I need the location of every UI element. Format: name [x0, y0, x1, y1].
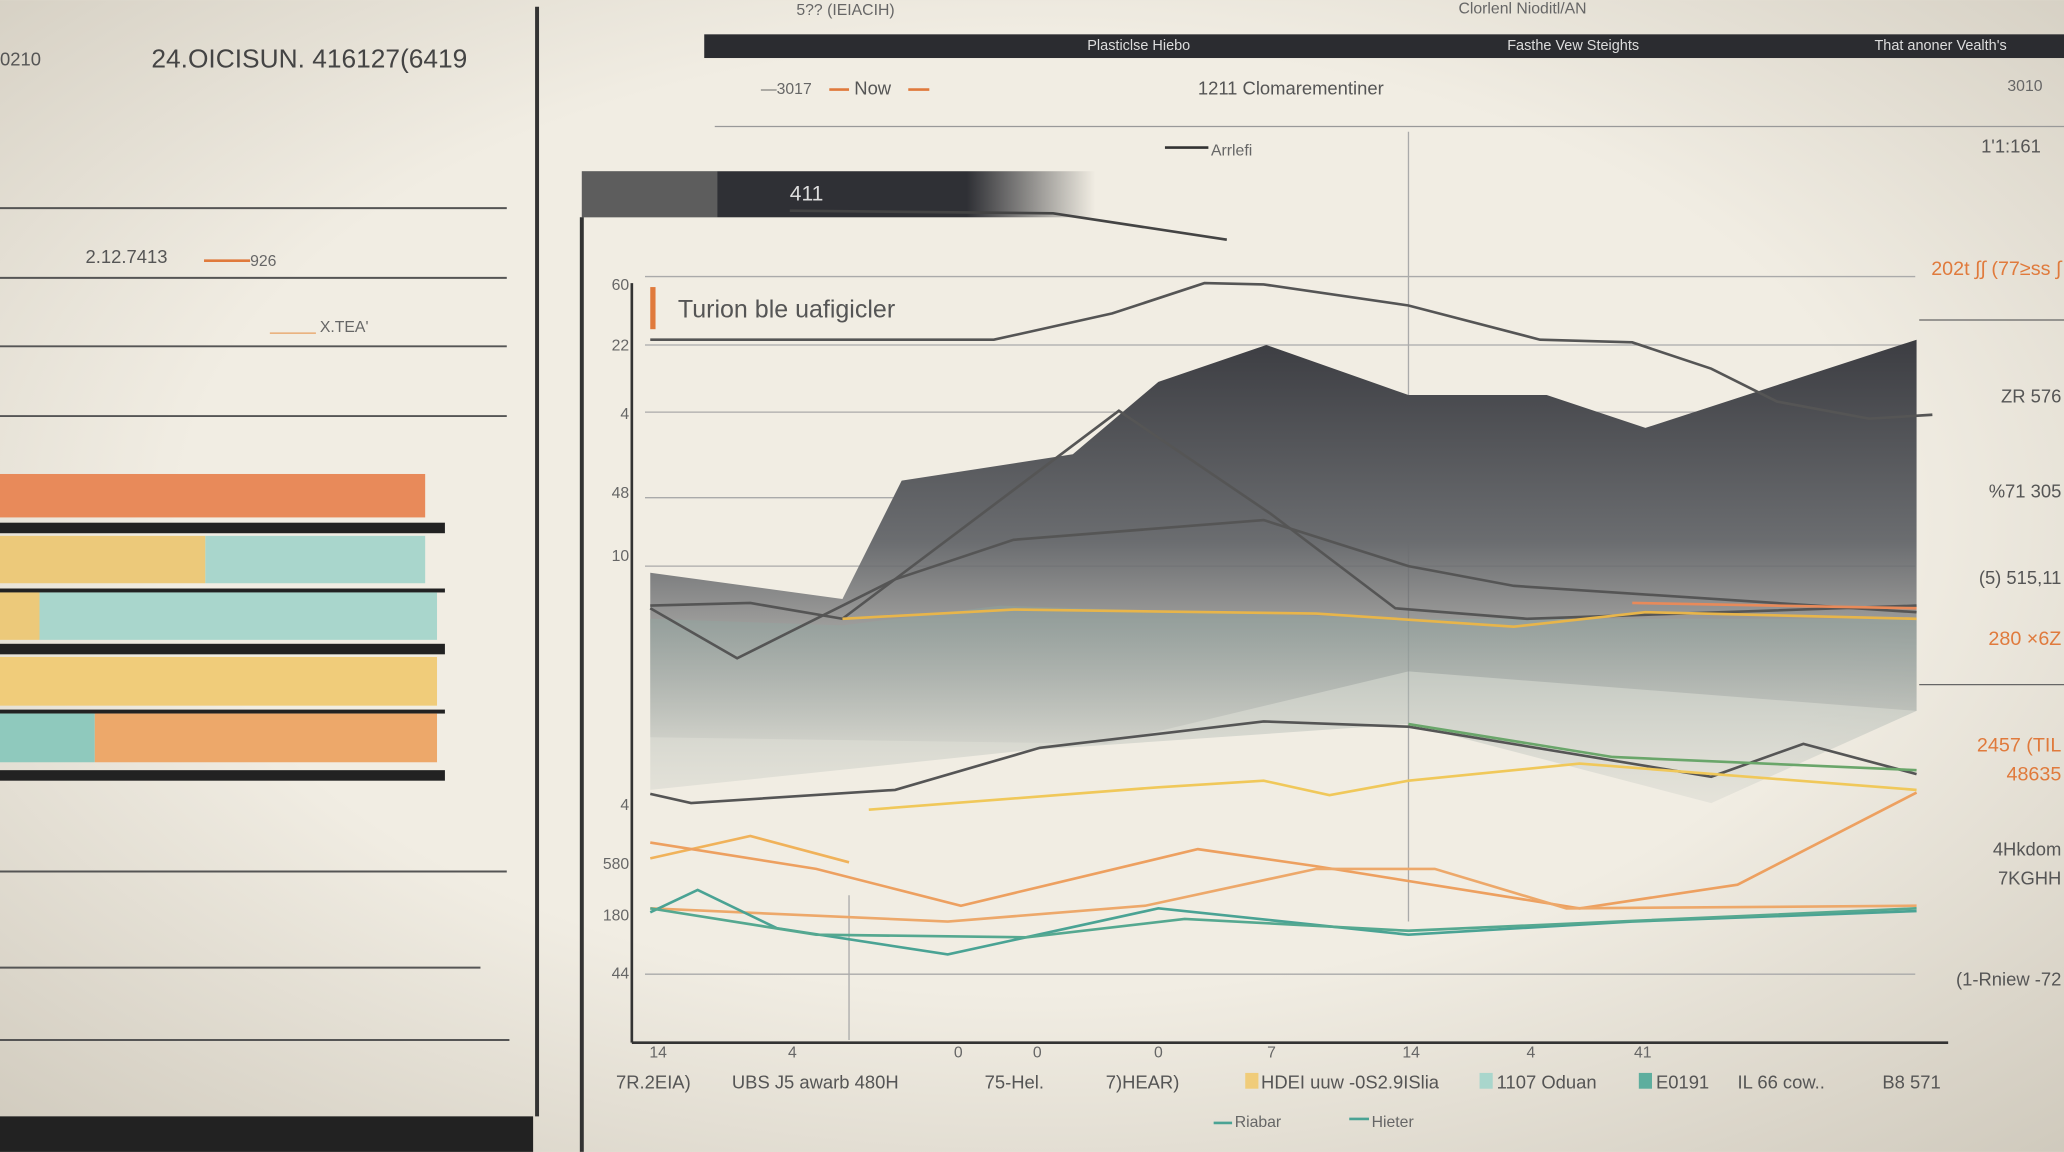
y-tick-label: 48 [612, 485, 630, 502]
right-item: 202t ∫∫ (77≥ss ∫ [1931, 258, 2063, 280]
top-right: 3010 [2007, 78, 2042, 95]
right-top: 1'1:161 [1981, 135, 2041, 156]
legend-entry: 7R.2EIA) [616, 1071, 691, 1092]
note: X.TEA' [320, 319, 369, 336]
legend-entry: IL 66 cow.. [1738, 1071, 1825, 1092]
legend-entry: —3017 [761, 81, 812, 98]
x-tick-label: 14 [1402, 1044, 1420, 1061]
legend-entry: B8 571 [1882, 1071, 1940, 1092]
right-panel [1919, 319, 2064, 686]
right-item: (5) 515,11 [1979, 567, 2062, 588]
date: 2.12.7413 [86, 246, 168, 267]
x-tick-label: 14 [649, 1044, 667, 1061]
code: 0210 [0, 49, 41, 70]
right-item: 2457 (TIL [1977, 735, 2061, 757]
chart: 411 Arrlefi Turion ble uafigicler [579, 131, 1949, 1152]
legend-entry: E0191 [1656, 1071, 1709, 1092]
y-tick-label: 580 [603, 856, 630, 873]
tab: Plasticlse Hiebo [1087, 38, 1190, 54]
chart-title: Turion ble uafigicler [678, 295, 895, 323]
top-left: 5?? (IEIACIH) [796, 2, 894, 19]
left-panel: 0210 24.OICISUN. 416127(6419 2.12.7413 9… [0, 6, 540, 1152]
y-tick-label: 4 [620, 406, 629, 423]
tab: That anoner Vealth's [1874, 38, 2006, 54]
y-tick-label: 4 [620, 797, 629, 814]
right-item: (1-Rniew -72 [1956, 969, 2061, 990]
series-label: Arrlefi [1211, 143, 1252, 160]
legend-entry: HDEI uuw -0S2.9ISlia [1261, 1071, 1440, 1092]
y-tick-label: 44 [612, 965, 630, 982]
value: 926 [250, 253, 277, 270]
right-item: 48635 [2006, 764, 2061, 786]
x-tick-label: 41 [1634, 1044, 1652, 1061]
legend-entry: Now [854, 77, 892, 98]
subtitle: 1211 Clomarementiner [1198, 77, 1384, 98]
tab-label: 411 [790, 182, 824, 205]
legend-entry: Riabar [1235, 1114, 1282, 1131]
legend-entry: Hieter [1372, 1114, 1414, 1131]
legend-entry: UBS J5 awarb 480H [732, 1071, 899, 1092]
x-tick-label: 0 [1033, 1044, 1042, 1061]
x-tick-label: 0 [1154, 1044, 1163, 1061]
title: 24.OICISUN. 416127(6419 [151, 44, 467, 74]
x-tick-label: 0 [954, 1044, 963, 1061]
legend-entry: 75-Hel. [985, 1071, 1044, 1092]
tab: Fasthe Vew Steights [1507, 38, 1639, 54]
legend-entry: 1107 Oduan [1497, 1071, 1597, 1092]
y-tick-label: 10 [612, 548, 630, 565]
y-tick-label: 60 [612, 277, 630, 294]
legend [1213, 1072, 1652, 1125]
header: 5?? (IEIACIH) Clorlenl Nioditl/AN Plasti… [704, 0, 2064, 128]
x-tick-label: 4 [788, 1044, 797, 1061]
x-tick-label: 4 [1526, 1044, 1535, 1061]
y-tick-label: 22 [612, 337, 630, 354]
right-item: ZR 576 [2001, 385, 2061, 406]
top-center: Clorlenl Nioditl/AN [1458, 0, 1586, 17]
right-item: 4Hkdom [1993, 838, 2062, 859]
x-tick-label: 7 [1267, 1044, 1276, 1061]
legend-entry: 7)HEAR) [1106, 1071, 1180, 1092]
right-item: 7KGHH [1998, 867, 2061, 888]
right-item: %71 305 [1989, 480, 2062, 501]
right-item: 280 ×6Z [1988, 628, 2061, 650]
y-tick-label: 180 [603, 907, 630, 924]
